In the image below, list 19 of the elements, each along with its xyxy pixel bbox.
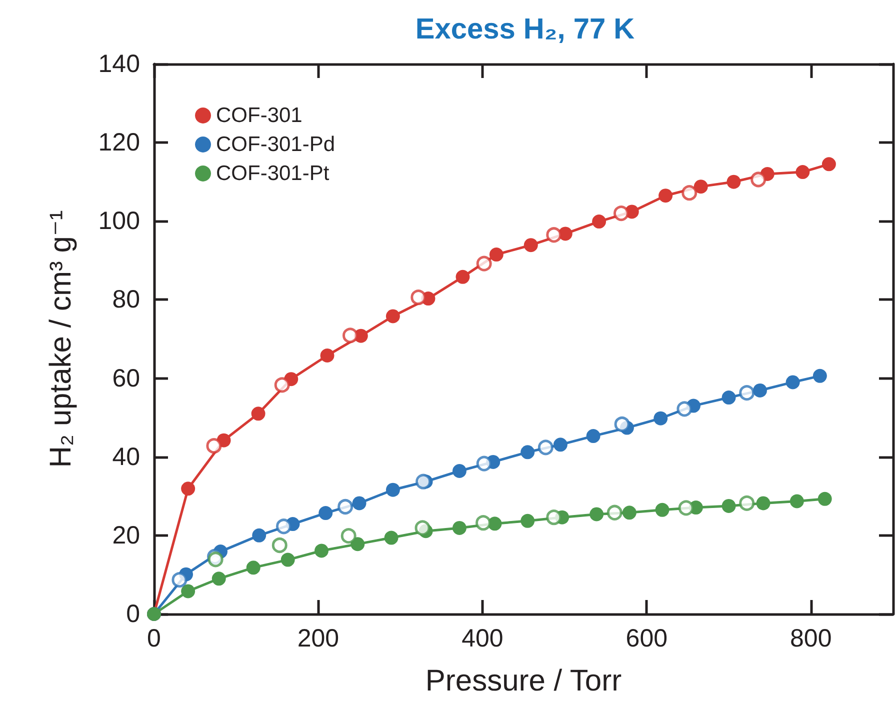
x-axis-title: Pressure / Torr: [425, 664, 622, 698]
chart-title: Excess H₂, 77 K: [415, 14, 635, 46]
y-tick-label: 100: [98, 207, 140, 236]
y-tick-label: 40: [112, 442, 140, 471]
x-tick-label: 800: [790, 624, 832, 652]
legend-label: COF-301-Pt: [216, 162, 330, 185]
y-tick-label: 20: [112, 521, 140, 550]
x-tick-label: 400: [462, 624, 504, 652]
y-axis-title: H₂ uptake / cm³ g⁻¹: [44, 210, 78, 468]
x-tick-label: 600: [626, 624, 668, 652]
legend-label: COF-301: [216, 104, 302, 127]
legend-label: COF-301-Pd: [216, 133, 336, 156]
x-tick-label: 0: [147, 624, 161, 652]
y-tick-label: 0: [126, 600, 140, 628]
y-tick-label: 120: [98, 128, 140, 157]
x-tick-label: 200: [297, 624, 340, 652]
y-tick-label: 60: [112, 364, 140, 392]
y-tick-label: 80: [112, 286, 140, 314]
y-tick-label: 140: [98, 50, 140, 78]
